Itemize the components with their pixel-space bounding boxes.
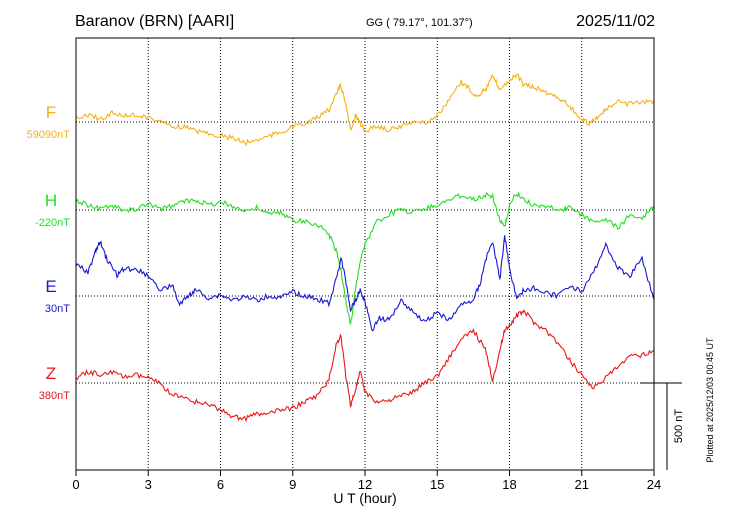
x-tick-label: 0	[72, 477, 79, 492]
x-tick-label: 12	[358, 477, 372, 492]
series-name-e: E	[45, 277, 56, 296]
coordinates-label: GG ( 79.17°, 101.37°)	[366, 17, 473, 29]
x-axis-label: U T (hour)	[333, 490, 396, 506]
series-line-e	[75, 235, 655, 332]
series-baseline-f: 59090nT	[27, 129, 71, 141]
x-tick-label: 9	[289, 477, 296, 492]
station-title: Baranov (BRN) [AARI]	[75, 13, 234, 30]
x-tick-label: 15	[430, 477, 444, 492]
series-name-f: F	[46, 103, 56, 122]
x-axis: 0 3 6 9 12 15 18 21 24	[72, 470, 661, 492]
scale-bar-label: 500 nT	[673, 409, 685, 444]
plotted-at-note: Plotted at 2025/12/03 00:45 UT	[705, 337, 715, 463]
x-tick-label: 6	[217, 477, 224, 492]
grid	[147, 38, 583, 470]
series-baseline-e: 30nT	[45, 303, 70, 315]
x-tick-label: 24	[647, 477, 661, 492]
series-line-f	[75, 73, 655, 147]
series-line-h	[75, 192, 655, 326]
baselines	[76, 121, 654, 384]
date-label: 2025/11/02	[576, 13, 655, 30]
series-name-h: H	[45, 191, 57, 210]
series-line-z	[75, 308, 655, 423]
x-tick-label: 21	[575, 477, 589, 492]
x-tick-label: 18	[502, 477, 516, 492]
series-labels: F 59090nT H -220nT E 30nT Z 380nT	[27, 103, 71, 402]
x-tick-label: 3	[145, 477, 152, 492]
scale-bar: 500 nT	[640, 382, 685, 470]
series-group	[75, 73, 655, 423]
series-baseline-h: -220nT	[35, 217, 70, 229]
series-baseline-z: 380nT	[39, 390, 70, 402]
series-name-z: Z	[46, 364, 56, 383]
